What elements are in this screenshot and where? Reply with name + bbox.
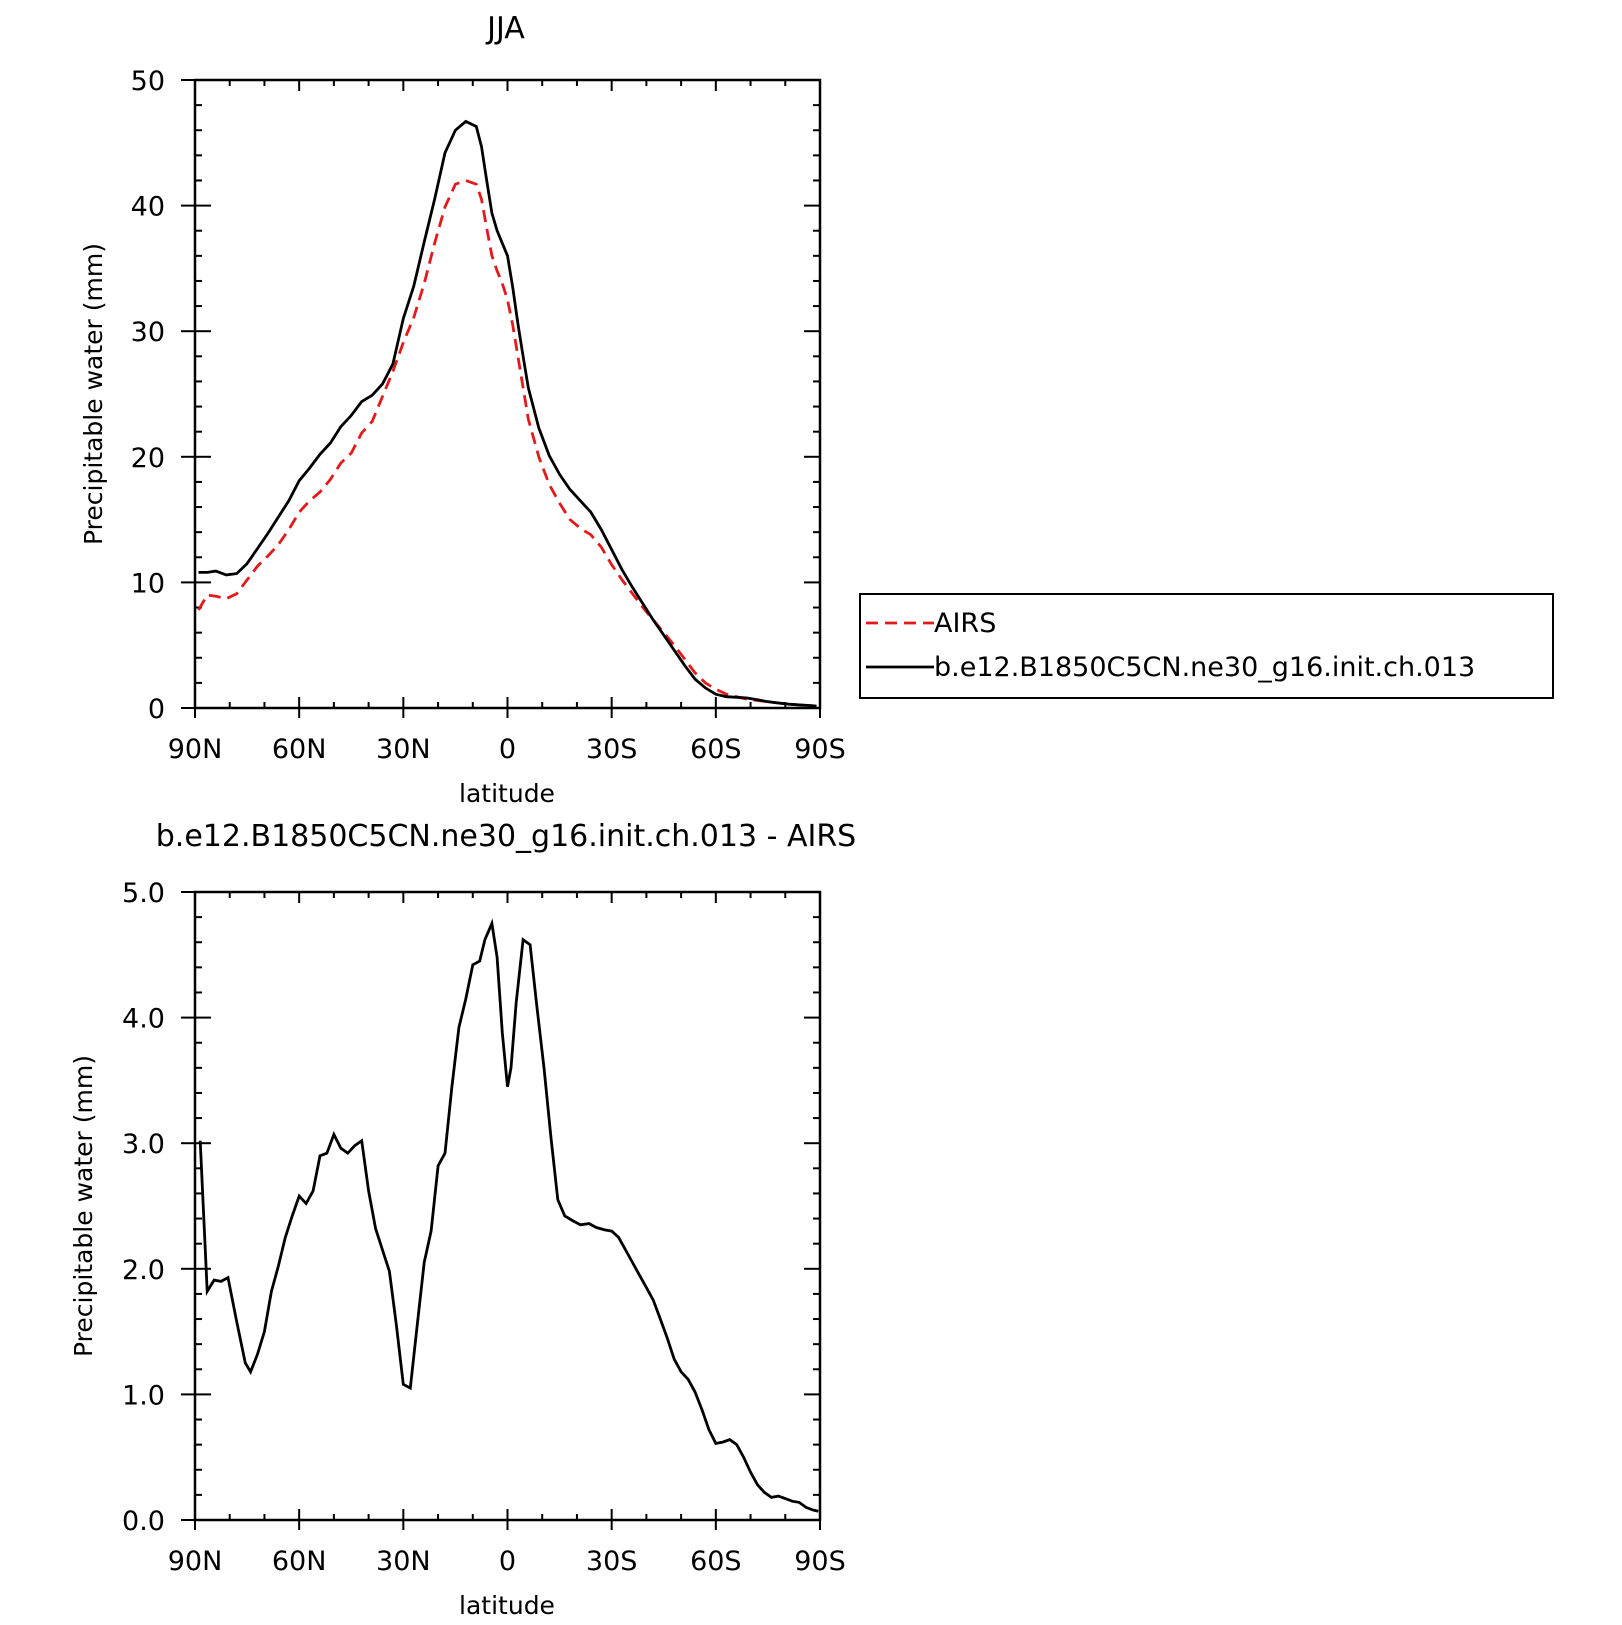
legend-label-model: b.e12.B1850C5CN.ne30_g16.init.ch.013 — [934, 652, 1475, 683]
series-line-airs — [197, 179, 817, 708]
bottom-plot-frame — [193, 890, 822, 1522]
series-line-model — [198, 119, 817, 708]
top-x-tick-label: 0 — [499, 734, 516, 765]
top-y-tick-label: 30 — [131, 317, 165, 348]
bottom-x-tick-label: 90N — [168, 1546, 223, 1577]
top-y-tick-label: 0 — [148, 694, 165, 725]
bottom-series-group — [198, 918, 819, 1513]
bottom-y-tick-label: 3.0 — [122, 1129, 165, 1160]
bottom-x-tick-label: 90S — [794, 1546, 846, 1577]
bottom-y-axis-label: Precipitable water (mm) — [69, 1055, 98, 1357]
top-y-tick-labels: 0 10 20 30 40 50 — [131, 66, 165, 725]
bottom-chart-title: b.e12.B1850C5CN.ne30_g16.init.ch.013 - A… — [156, 819, 856, 854]
top-y-tick-label: 10 — [131, 568, 165, 599]
bottom-x-tick-label: 60N — [272, 1546, 327, 1577]
legend: AIRS b.e12.B1850C5CN.ne30_g16.init.ch.01… — [859, 593, 1554, 699]
bottom-y-tick-label: 2.0 — [122, 1255, 165, 1286]
top-x-tick-label: 90N — [168, 734, 223, 765]
top-chart-title: JJA — [485, 11, 525, 46]
top-x-tick-label: 60N — [272, 734, 327, 765]
top-y-tick-label: 50 — [131, 66, 165, 97]
bottom-x-tick-label: 60S — [690, 1546, 742, 1577]
top-x-tick-label: 30S — [586, 734, 638, 765]
bottom-x-tick-label: 30N — [376, 1546, 431, 1577]
top-x-tick-label: 30N — [376, 734, 431, 765]
bottom-y-tick-label: 4.0 — [122, 1004, 165, 1035]
legend-label-airs: AIRS — [934, 608, 996, 639]
top-y-tick-label: 40 — [131, 192, 165, 223]
bottom-y-tick-label: 1.0 — [122, 1380, 165, 1411]
bottom-y-tick-label: 5.0 — [122, 878, 165, 909]
top-x-tick-label: 60S — [690, 734, 742, 765]
bottom-y-tick-labels: 0.0 1.0 2.0 3.0 4.0 5.0 — [122, 878, 165, 1537]
top-plot-frame — [193, 78, 822, 710]
top-series-group — [197, 119, 817, 708]
bottom-y-tick-label: 0.0 — [122, 1506, 165, 1537]
top-panel: JJA 0 10 20 30 40 50 90N 60N 30N 0 30S 60S 90S Prec… — [79, 11, 1554, 808]
top-y-tick-label: 20 — [131, 443, 165, 474]
bottom-x-tick-labels: 90N 60N 30N 0 30S 60S 90S — [168, 1546, 846, 1577]
bottom-x-tick-label: 0 — [499, 1546, 516, 1577]
top-x-tick-label: 90S — [794, 734, 846, 765]
top-x-tick-labels: 90N 60N 30N 0 30S 60S 90S — [168, 734, 846, 765]
legend-frame — [859, 593, 1554, 699]
series-line-difference — [198, 918, 819, 1513]
bottom-panel: b.e12.B1850C5CN.ne30_g16.init.ch.013 - A… — [69, 819, 856, 1620]
bottom-x-axis-label: latitude — [459, 1591, 555, 1620]
top-x-axis-label: latitude — [459, 779, 555, 808]
top-y-axis-label: Precipitable water (mm) — [79, 243, 108, 545]
bottom-x-tick-label: 30S — [586, 1546, 638, 1577]
